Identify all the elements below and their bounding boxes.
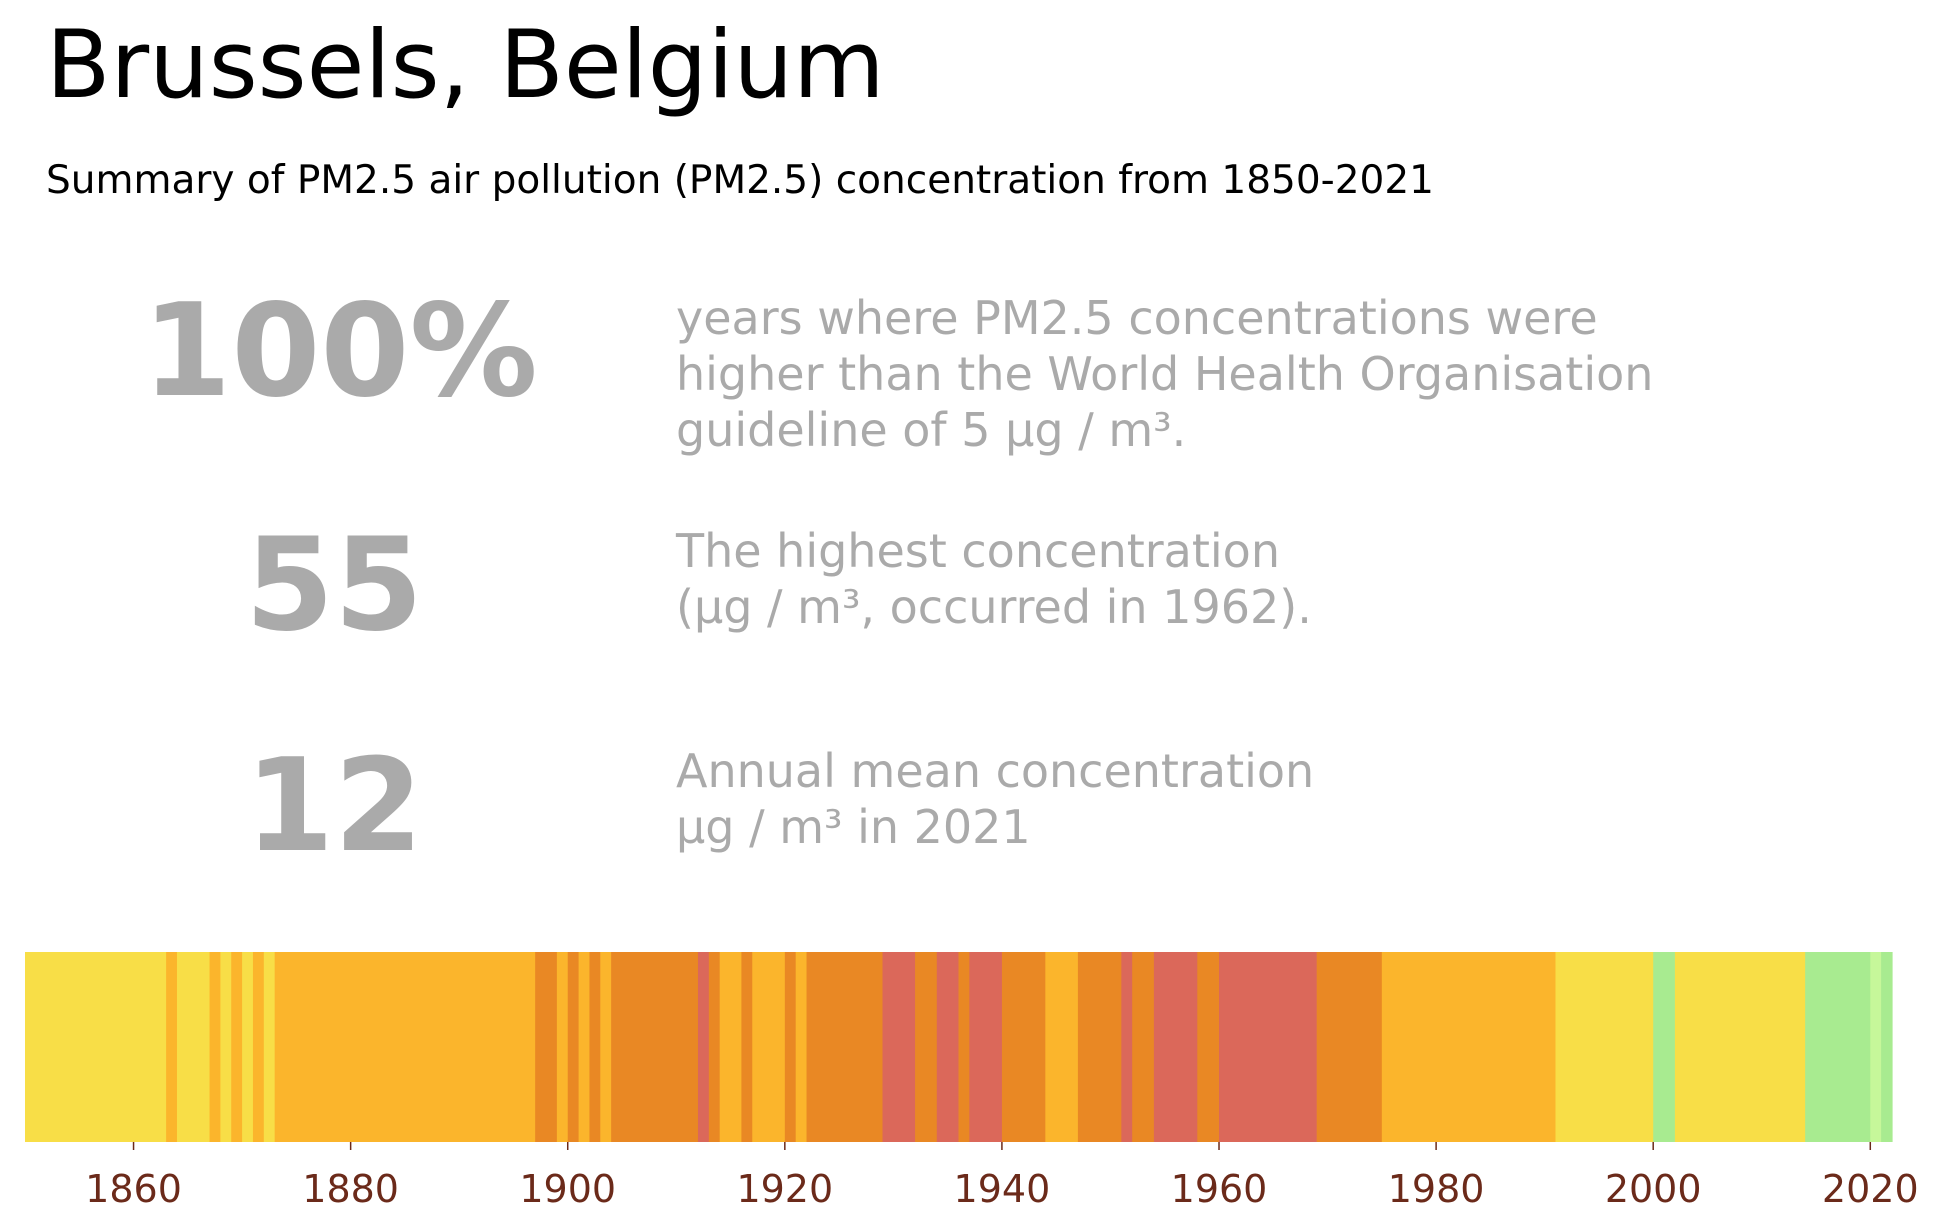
stripe-1897-1899 [535, 952, 558, 1142]
stripe-1975-1991 [1381, 952, 1557, 1142]
stripe-1937-1940 [969, 952, 1003, 1142]
stripe-1867-1868 [209, 952, 221, 1142]
x-tick-label: 2020 [1822, 1167, 1919, 1211]
x-tick-label: 1920 [736, 1167, 833, 1211]
stat-desc-annual-mean: Annual mean concentration μg / m³ in 202… [676, 743, 1314, 855]
stripe-2000-2002 [1653, 952, 1676, 1142]
stripe-1917-1920 [752, 952, 786, 1142]
stripe-1873-1897 [274, 952, 536, 1142]
stat-value-percent-years: 100% [142, 277, 538, 426]
stripe-1969-1975 [1316, 952, 1383, 1142]
stat-desc-line: μg / m³ in 2021 [676, 800, 1031, 854]
stripe-1954-1958 [1153, 952, 1198, 1142]
x-tick-label: 2000 [1605, 1167, 1702, 1211]
stripe-1991-2000 [1555, 952, 1654, 1142]
stripe-2020-2021 [1870, 952, 1882, 1142]
stat-desc-percent-years: years where PM2.5 concentrations were hi… [676, 290, 1653, 458]
stat-desc-line: higher than the World Health Organisatio… [676, 347, 1654, 401]
stripe-1899-1900 [556, 952, 569, 1142]
stripe-1936-1937 [958, 952, 970, 1142]
stat-desc-line: Annual mean concentration [676, 744, 1315, 798]
stripe-1947-1951 [1077, 952, 1122, 1142]
stripe-1900-1901 [567, 952, 580, 1142]
stripe-1903-1904 [600, 952, 612, 1142]
x-axis-ticks: 1860 1880 1900 1920 1940 1960 1980 2000 2020 [85, 1142, 1919, 1211]
stripe-2002-2014 [1674, 952, 1806, 1142]
stat-value-annual-mean: 12 [244, 732, 424, 881]
stripe-1958-1960 [1197, 952, 1220, 1142]
stat-value-highest: 55 [244, 511, 424, 660]
stripe-1916-1917 [741, 952, 753, 1142]
stat-desc-line: The highest concentration [676, 524, 1280, 578]
stat-desc-highest: The highest concentration (μg / m³, occu… [676, 523, 1312, 635]
stripe-1934-1936 [936, 952, 960, 1142]
stripe-1940-1944 [1001, 952, 1046, 1142]
x-tick-label: 1880 [302, 1167, 399, 1211]
stripe-1869-1870 [231, 952, 243, 1142]
x-tick-label: 1940 [954, 1167, 1051, 1211]
x-tick-label: 1980 [1388, 1167, 1485, 1211]
stripe-1913-1914 [708, 952, 721, 1142]
x-tick-label: 1860 [85, 1167, 182, 1211]
x-tick-label: 1960 [1171, 1167, 1268, 1211]
stripe-1920-1921 [784, 952, 797, 1142]
page-title: Brussels, Belgium [46, 11, 885, 120]
stripes-group [25, 952, 1893, 1142]
stripe-1914-1916 [719, 952, 743, 1142]
stripe-1872-1873 [263, 952, 276, 1142]
stripe-1944-1947 [1045, 952, 1079, 1142]
x-tick-label: 1900 [519, 1167, 616, 1211]
stripe-1868-1869 [220, 952, 232, 1142]
stripe-1904-1912 [611, 952, 699, 1142]
stripe-1929-1932 [882, 952, 916, 1142]
stripe-2014-2020 [1805, 952, 1871, 1142]
stripe-1960-1969 [1219, 952, 1318, 1142]
stripe-1871-1872 [252, 952, 265, 1142]
stripe-1952-1954 [1132, 952, 1155, 1142]
stat-desc-line: (μg / m³, occurred in 1962). [676, 580, 1312, 634]
page-subtitle: Summary of PM2.5 air pollution (PM2.5) c… [46, 158, 1434, 203]
stripe-1864-1867 [176, 952, 211, 1142]
stripe-1932-1934 [915, 952, 938, 1142]
stripe-1863-1864 [166, 952, 178, 1142]
stripe-1912-1913 [697, 952, 710, 1142]
stripe-1951-1952 [1121, 952, 1133, 1142]
stat-desc-line: guideline of 5 μg / m³. [676, 403, 1187, 457]
stat-desc-line: years where PM2.5 concentrations were [676, 291, 1598, 345]
stripe-1870-1871 [242, 952, 254, 1142]
stripe-1922-1929 [806, 952, 884, 1142]
stripe-1921-1922 [795, 952, 808, 1142]
stripe-1850-1863 [25, 952, 167, 1142]
stripe-1902-1903 [589, 952, 601, 1142]
stripe-1901-1902 [578, 952, 591, 1142]
stripe-2021-2022 [1881, 952, 1893, 1142]
